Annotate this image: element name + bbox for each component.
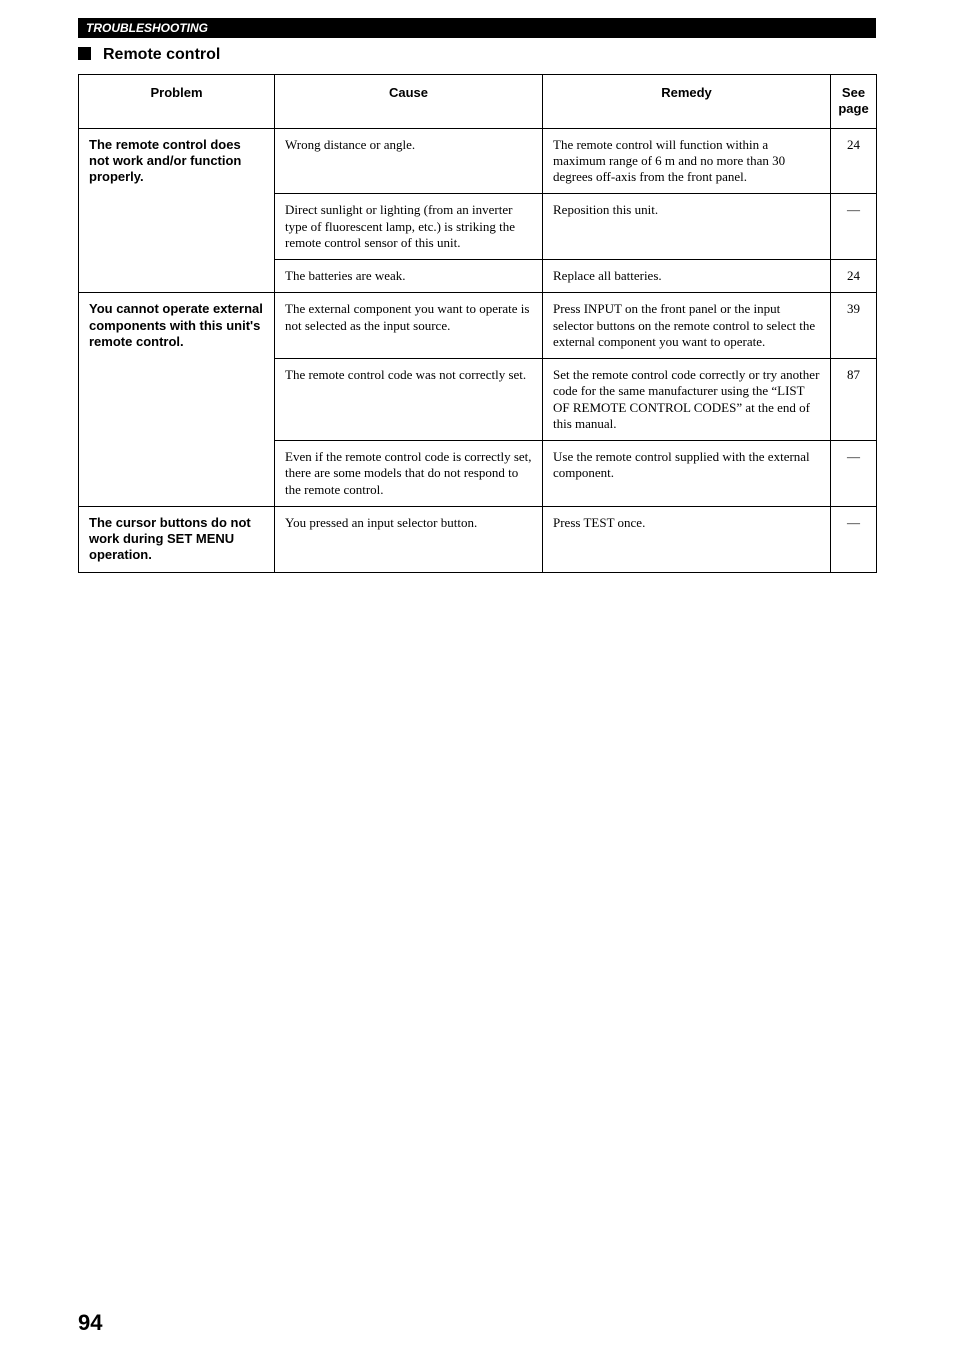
cell-remedy: Replace all batteries. [543, 260, 831, 293]
th-cause: Cause [275, 75, 543, 129]
square-bullet-icon [78, 47, 91, 60]
cell-page: 87 [831, 359, 877, 441]
cell-problem: The remote control does not work and/or … [79, 128, 275, 293]
cell-remedy: Reposition this unit. [543, 194, 831, 260]
cell-cause: Even if the remote control code is corre… [275, 441, 543, 507]
cell-cause: Wrong distance or angle. [275, 128, 543, 194]
page-number: 94 [78, 1310, 102, 1336]
table-header-row: Problem Cause Remedy See page [79, 75, 877, 129]
cell-problem: The cursor buttons do not work during SE… [79, 506, 275, 572]
section-title-row: Remote control [78, 46, 876, 64]
cell-remedy: Set the remote control code correctly or… [543, 359, 831, 441]
section-title-text: Remote control [103, 46, 220, 63]
troubleshooting-table: Problem Cause Remedy See page The remote… [78, 74, 877, 573]
cell-cause: The external component you want to opera… [275, 293, 543, 359]
cell-remedy: Press INPUT on the front panel or the in… [543, 293, 831, 359]
cell-remedy: The remote control will function within … [543, 128, 831, 194]
cell-page: — [831, 194, 877, 260]
th-remedy: Remedy [543, 75, 831, 129]
cell-page: — [831, 441, 877, 507]
table-row: The remote control does not work and/or … [79, 128, 877, 194]
cell-remedy: Press TEST once. [543, 506, 831, 572]
cell-cause: Direct sunlight or lighting (from an inv… [275, 194, 543, 260]
th-problem: Problem [79, 75, 275, 129]
cell-remedy: Use the remote control supplied with the… [543, 441, 831, 507]
table-row: The cursor buttons do not work during SE… [79, 506, 877, 572]
cell-cause: The remote control code was not correctl… [275, 359, 543, 441]
cell-page: 24 [831, 128, 877, 194]
cell-page: — [831, 506, 877, 572]
header-title: TROUBLESHOOTING [86, 21, 208, 35]
cell-cause: The batteries are weak. [275, 260, 543, 293]
cell-problem: You cannot operate external components w… [79, 293, 275, 507]
th-page: See page [831, 75, 877, 129]
cell-cause: You pressed an input selector button. [275, 506, 543, 572]
cell-page: 39 [831, 293, 877, 359]
cell-page: 24 [831, 260, 877, 293]
table-row: You cannot operate external components w… [79, 293, 877, 359]
section-header: TROUBLESHOOTING [78, 18, 876, 38]
